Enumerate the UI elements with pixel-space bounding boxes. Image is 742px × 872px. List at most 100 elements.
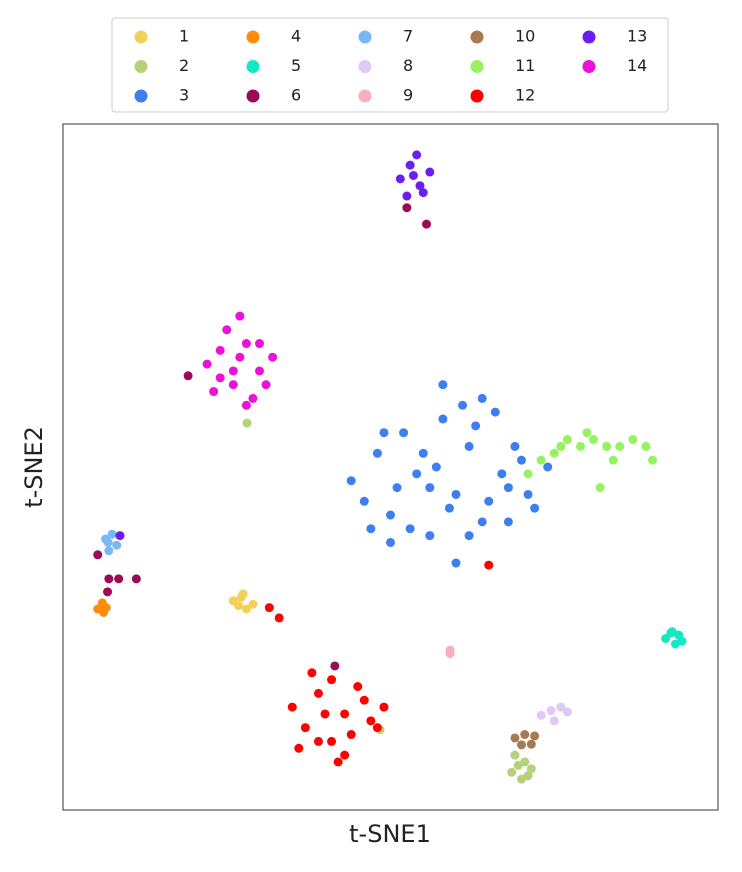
- point: [112, 540, 122, 550]
- point: [114, 574, 124, 584]
- legend-label: 3: [179, 86, 189, 105]
- point: [300, 723, 310, 733]
- point: [248, 599, 258, 609]
- point: [255, 339, 264, 349]
- point: [464, 531, 474, 541]
- point: [241, 604, 251, 614]
- point: [320, 709, 330, 719]
- legend-label: 12: [515, 86, 535, 105]
- point: [228, 380, 238, 390]
- point: [274, 613, 284, 623]
- legend-label: 5: [291, 56, 301, 75]
- point: [392, 483, 402, 493]
- point: [484, 560, 494, 570]
- point: [425, 483, 435, 493]
- point: [93, 550, 103, 560]
- point: [418, 448, 428, 458]
- point: [451, 489, 461, 499]
- legend-label: 6: [291, 86, 301, 105]
- point: [477, 517, 487, 527]
- point: [103, 537, 113, 547]
- point: [313, 688, 323, 698]
- point: [104, 574, 114, 584]
- point: [510, 750, 520, 760]
- point: [503, 483, 513, 493]
- point: [386, 537, 395, 547]
- point: [405, 524, 415, 534]
- legend-label: 11: [515, 56, 535, 75]
- point: [353, 682, 363, 692]
- point: [359, 695, 369, 705]
- legend-label: 4: [291, 27, 301, 46]
- legend-marker: [582, 60, 596, 73]
- point: [131, 574, 141, 584]
- point: [340, 750, 350, 760]
- point: [236, 592, 246, 602]
- point: [313, 736, 323, 746]
- legend-marker: [582, 30, 596, 44]
- point: [395, 174, 405, 184]
- point: [327, 675, 337, 685]
- point: [526, 739, 536, 749]
- point: [438, 414, 448, 424]
- point: [484, 496, 494, 506]
- point: [379, 702, 389, 712]
- point: [523, 469, 533, 479]
- point: [241, 339, 251, 349]
- point: [115, 531, 125, 541]
- legend-marker: [470, 60, 484, 73]
- point: [408, 170, 418, 180]
- point: [107, 529, 117, 539]
- point: [372, 723, 382, 733]
- point: [372, 448, 382, 458]
- point: [99, 607, 109, 617]
- legend-marker: [134, 89, 148, 103]
- point: [549, 448, 559, 458]
- point: [422, 219, 432, 229]
- point: [418, 188, 428, 198]
- point: [294, 743, 304, 753]
- point: [261, 380, 271, 390]
- point: [562, 435, 572, 445]
- point: [235, 352, 245, 362]
- point: [608, 455, 618, 465]
- point: [248, 393, 258, 403]
- point: [402, 203, 412, 213]
- point: [235, 311, 245, 321]
- point: [228, 366, 238, 376]
- point: [666, 628, 676, 638]
- point: [412, 469, 422, 479]
- legend-marker: [358, 89, 372, 103]
- point: [556, 702, 566, 712]
- point: [471, 421, 481, 431]
- point: [264, 603, 274, 613]
- point: [510, 733, 520, 743]
- point: [405, 160, 415, 170]
- point: [595, 483, 605, 493]
- point: [255, 366, 264, 376]
- legend-label: 2: [179, 56, 189, 75]
- point: [431, 462, 441, 472]
- legend-marker: [470, 30, 484, 44]
- point: [520, 757, 530, 767]
- legend-marker: [246, 89, 260, 103]
- point: [517, 774, 526, 784]
- point: [602, 441, 612, 451]
- point: [575, 441, 585, 451]
- point: [412, 150, 422, 160]
- legend-label: 9: [403, 86, 413, 105]
- point: [399, 428, 409, 438]
- point: [503, 517, 513, 527]
- point: [530, 731, 540, 741]
- point: [546, 706, 556, 716]
- legend-marker: [470, 89, 484, 103]
- point: [458, 400, 468, 410]
- point: [549, 716, 559, 726]
- point: [359, 496, 369, 506]
- point: [464, 441, 474, 451]
- point: [379, 428, 389, 438]
- plot-frame: [62, 123, 719, 811]
- point: [333, 757, 343, 767]
- point: [402, 191, 412, 201]
- legend-marker: [358, 60, 372, 73]
